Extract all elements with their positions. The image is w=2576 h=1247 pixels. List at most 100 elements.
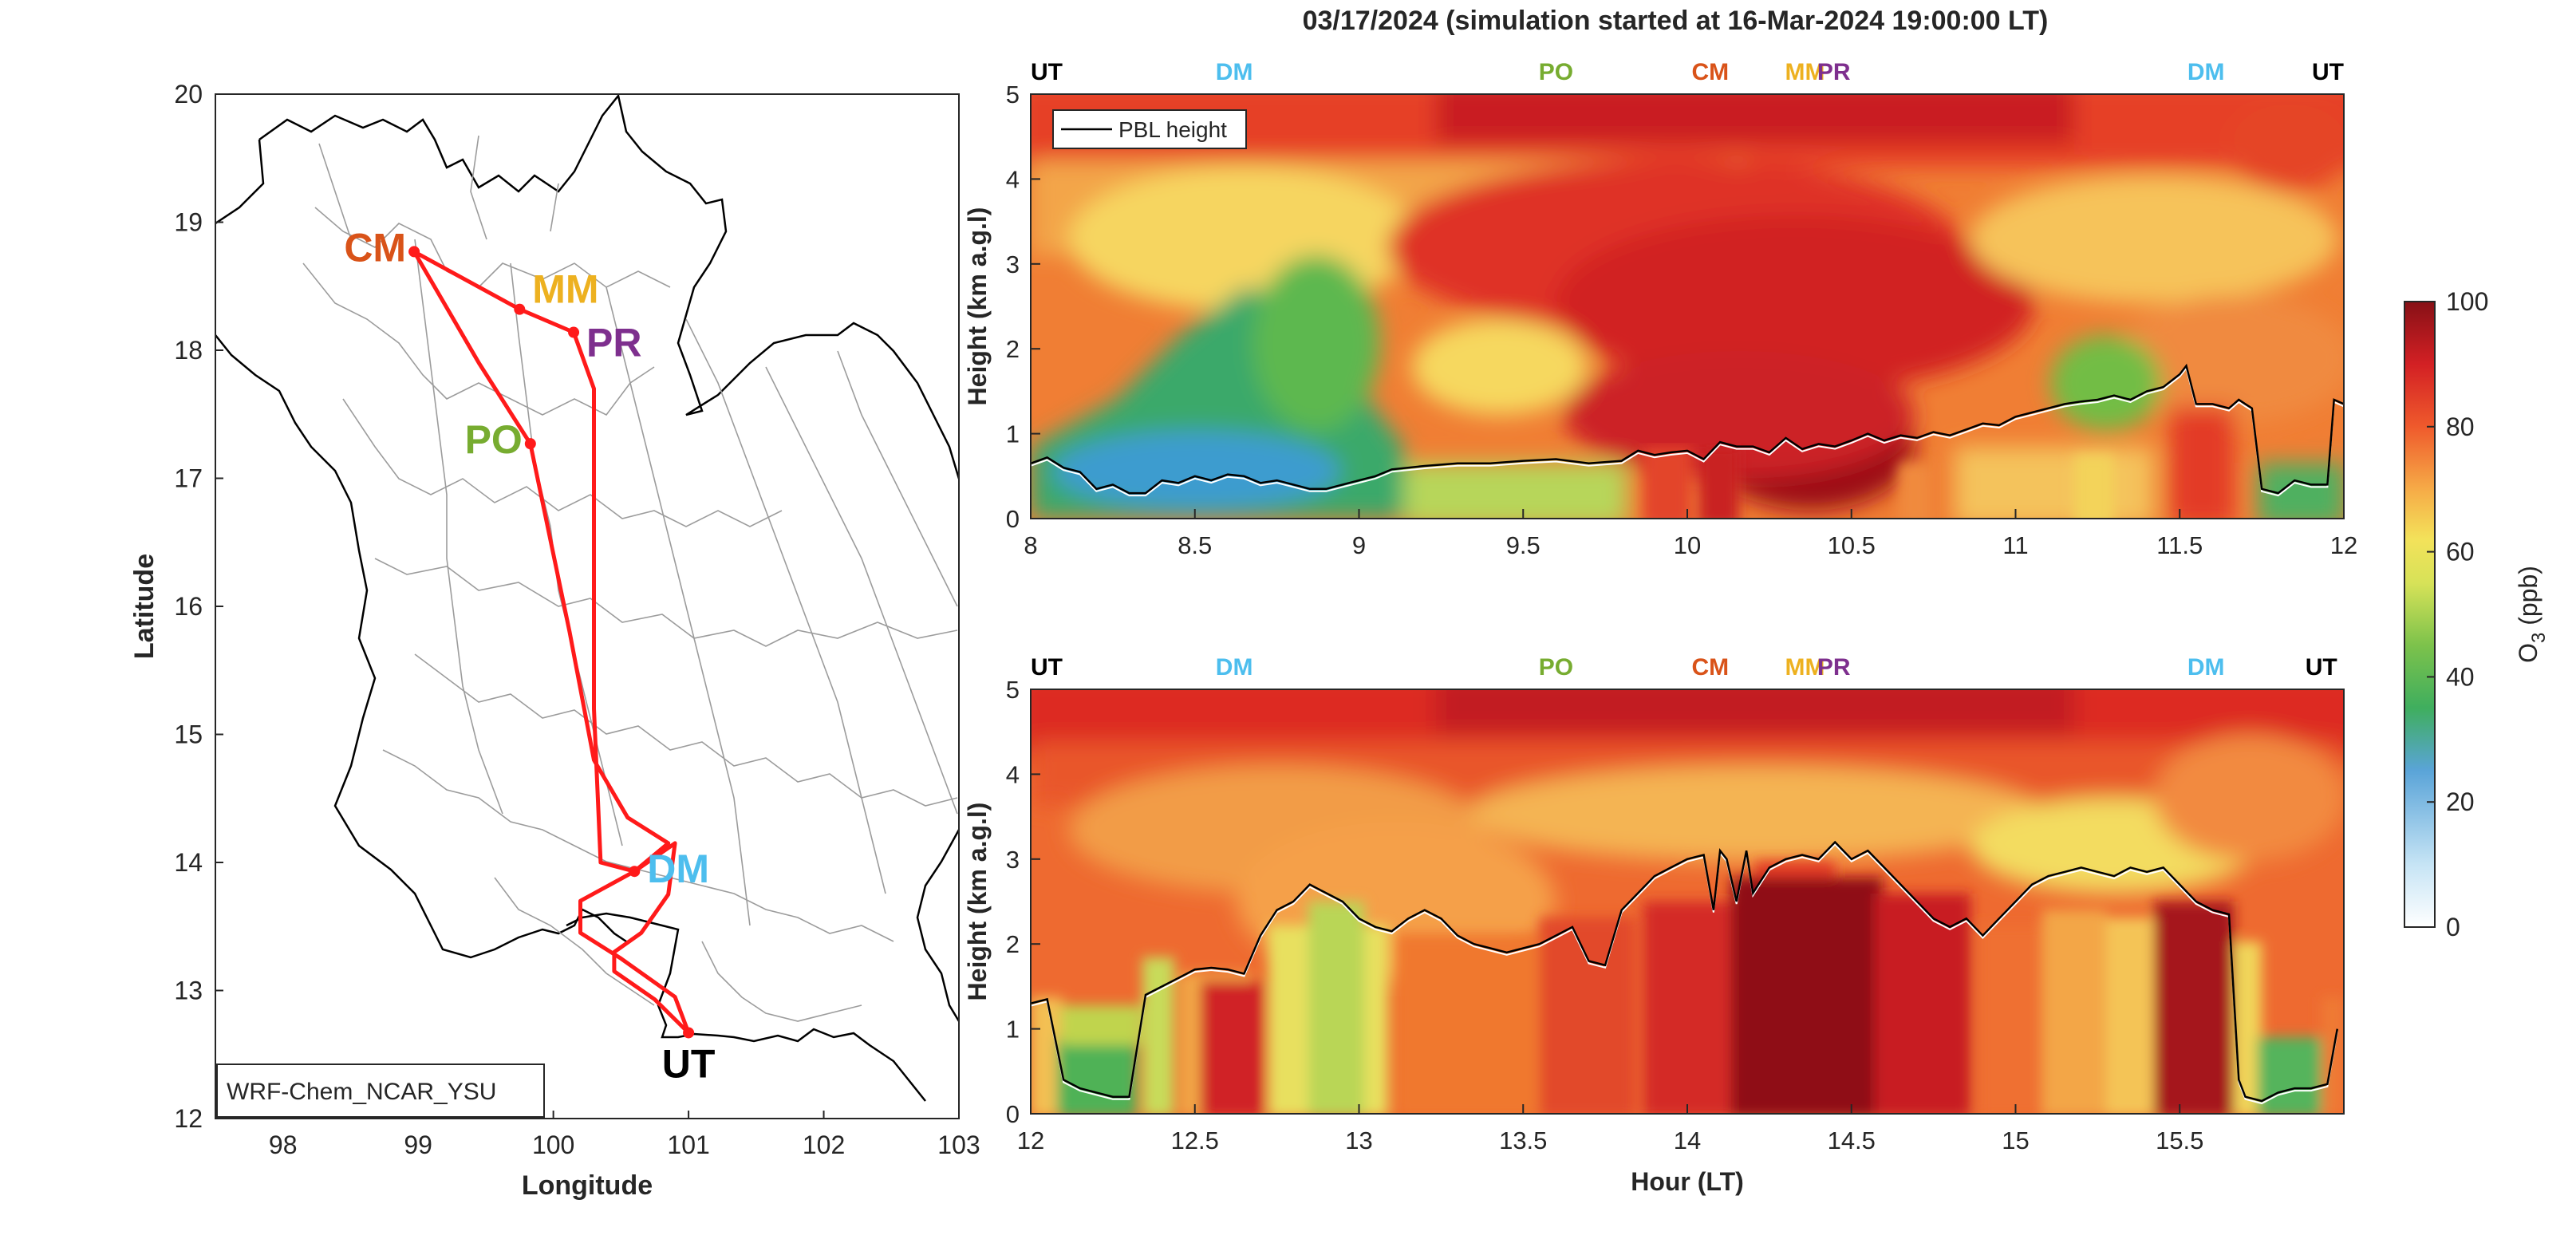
xtick-label: 9 (1352, 531, 1366, 559)
map-xtick-label: 101 (667, 1131, 709, 1159)
xtick-label: 13.5 (1499, 1127, 1547, 1154)
station-label-ut: UT (662, 1041, 716, 1086)
map-ytick-label: 12 (174, 1104, 203, 1133)
east-border (916, 829, 959, 1022)
colorbar-gradient (2404, 301, 2436, 928)
station-marker-label-cm: CM (1691, 59, 1729, 85)
heatmap-field (1031, 94, 2344, 519)
station-marker-label-dm: DM (2187, 654, 2225, 681)
ytick-label: 4 (1006, 760, 1020, 788)
map-legend-box (216, 1064, 545, 1118)
station-marker-pr (568, 326, 580, 338)
ytick-label: 3 (1006, 251, 1020, 278)
station-marker-label-dm: DM (1216, 59, 1253, 85)
map-ytick-label: 16 (174, 592, 203, 621)
pbl-line-top (1031, 363, 2344, 495)
colorbar-tick-label: 20 (2446, 787, 2475, 816)
ytick-label: 1 (1006, 1016, 1020, 1044)
colorbar-label-sub: 3 (2528, 633, 2550, 643)
station-marker-label-mm: MM (1785, 59, 1825, 85)
ytick-label: 5 (1006, 81, 1020, 109)
station-marker-label-dm: DM (2187, 59, 2225, 85)
pbl-line-bottom (1031, 840, 2339, 1103)
station-marker-mm (514, 303, 526, 315)
map-xtick-label: 103 (937, 1131, 980, 1159)
xtick-label: 12.5 (1171, 1127, 1219, 1154)
station-label-cm: CM (344, 225, 406, 270)
xtick-label: 12 (2330, 531, 2357, 559)
colorbar-label-unit: (ppb) (2514, 566, 2542, 633)
map-ytick-label: 17 (174, 464, 203, 493)
station-marker-label-pr: PR (1817, 654, 1851, 681)
map-xtick-label: 100 (532, 1131, 574, 1159)
colorbar-label-base: O (2514, 643, 2542, 663)
colorbar-tick-label: 80 (2446, 412, 2475, 441)
map-xtick-label: 102 (803, 1131, 845, 1159)
panel-top-ylabel: Height (km a.g.l) (963, 207, 992, 406)
colorbar-ticks: 0 20 40 60 80 100 (2427, 287, 2488, 941)
ytick-label: 3 (1006, 846, 1020, 874)
map-ticks: 98 99 100 101 102 103 12 13 14 15 16 17 18 19 20 (174, 80, 980, 1159)
map-ytick-label: 20 (174, 80, 203, 109)
station-marker-label-po: PO (1539, 59, 1573, 85)
map-ytick-label: 14 (174, 848, 203, 877)
xtick-label: 8 (1024, 531, 1037, 559)
xtick-label: 10 (1674, 531, 1701, 559)
colorbar-tick-label: 100 (2446, 287, 2488, 316)
ytick-label: 1 (1006, 420, 1020, 448)
station-marker-label-ut: UT (2312, 59, 2344, 85)
colorbar-tick-label: 60 (2446, 538, 2475, 566)
station-marker-label-dm: DM (1216, 654, 1253, 681)
panel-bottom-ylabel: Height (km a.g.l) (963, 803, 992, 1001)
map-ylabel: Latitude (129, 554, 160, 659)
map-ytick-label: 18 (174, 336, 203, 365)
ytick-label: 2 (1006, 335, 1020, 363)
xtick-label: 11.5 (2156, 531, 2203, 559)
ytick-label: 2 (1006, 930, 1020, 958)
ytick-label: 0 (1006, 505, 1020, 533)
map-borders (215, 94, 959, 1102)
ozone-heatmap-bottom (1031, 689, 2344, 1114)
map-xtick-label: 98 (269, 1131, 298, 1159)
map-ytick-label: 15 (174, 720, 203, 749)
station-label-mm: MM (532, 267, 598, 312)
ytick-label: 0 (1006, 1100, 1020, 1128)
map-xlabel: Longitude (522, 1170, 653, 1201)
ytick-label: 4 (1006, 165, 1020, 193)
station-marker-label-cm: CM (1691, 654, 1729, 681)
xtick-label: 14 (1674, 1127, 1701, 1154)
ytick-label: 5 (1006, 676, 1020, 704)
station-label-po: PO (465, 417, 523, 462)
colorbar-tick-label: 40 (2446, 662, 2475, 691)
map-axes-background (215, 94, 959, 1119)
stations-group: CM MM PR PO DM UT (344, 225, 715, 1086)
xtick-label: 14.5 (1828, 1127, 1876, 1154)
xtick-label: 12 (1017, 1127, 1044, 1154)
station-label-pr: PR (586, 321, 641, 365)
station-marker-cm (408, 246, 420, 258)
station-marker-po (524, 438, 536, 450)
gulf-coast (566, 912, 926, 1102)
heatmap-columns (1031, 862, 2344, 1114)
xtick-label: 13 (1345, 1127, 1372, 1154)
station-marker-label-ut: UT (2306, 654, 2337, 681)
colorbar-tick-label: 0 (2446, 913, 2460, 941)
map-ytick-label: 13 (174, 977, 203, 1005)
xtick-label: 15.5 (2156, 1127, 2203, 1154)
xtick-label: 10.5 (1828, 531, 1876, 559)
map-ytick-label: 19 (174, 208, 203, 237)
station-marker-label-pr: PR (1817, 59, 1851, 85)
xtick-label: 11 (2002, 531, 2028, 559)
station-label-dm: DM (647, 846, 709, 891)
ozone-heatmap-top (1031, 94, 2344, 519)
station-marker-ut (683, 1027, 695, 1039)
colorbar: 0 20 40 60 80 100 O3 (ppb) (2404, 287, 2550, 941)
station-marker-label-po: PO (1539, 654, 1573, 681)
country-outline (258, 94, 959, 479)
